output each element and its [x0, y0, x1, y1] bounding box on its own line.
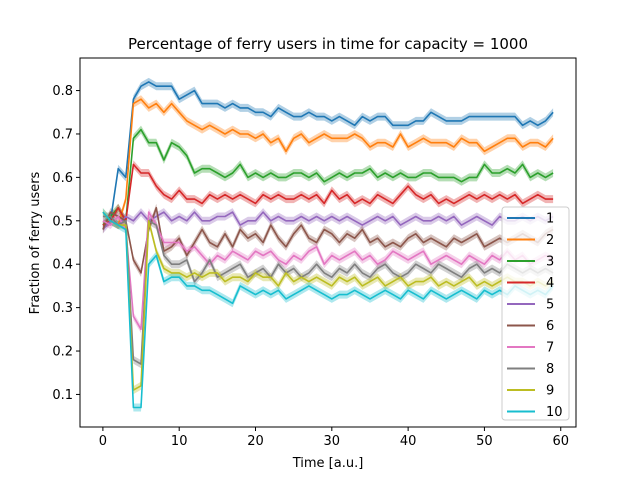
- y-tick-label: 0.2: [52, 345, 73, 360]
- legend-label: 7: [546, 341, 554, 356]
- x-tick-label: 40: [400, 434, 417, 449]
- legend-label: 1: [546, 212, 554, 227]
- x-tick-label: 50: [476, 434, 493, 449]
- series-2-line: [102, 98, 554, 226]
- x-tick-label: 60: [552, 434, 569, 449]
- x-tick-label: 0: [99, 434, 107, 449]
- y-tick-label: 0.4: [52, 258, 73, 273]
- legend-label: 2: [546, 233, 554, 248]
- legend-label: 10: [546, 405, 563, 420]
- legend-label: 8: [546, 362, 554, 377]
- x-tick-label: 10: [171, 434, 188, 449]
- series-1-band: [102, 77, 554, 230]
- series-10-line: [102, 211, 554, 409]
- series-3-band: [102, 125, 554, 230]
- x-tick-label: 30: [324, 434, 341, 449]
- legend-label: 9: [546, 384, 554, 399]
- series-6-band: [102, 203, 554, 277]
- y-tick-label: 0.1: [52, 388, 73, 403]
- y-axis-label: Fraction of ferry users: [28, 171, 43, 314]
- x-axis-label: Time [a.u.]: [292, 456, 364, 471]
- series-4-line: [102, 163, 554, 226]
- series-9-line: [102, 211, 554, 391]
- plot-frame: [79, 57, 577, 428]
- chart-title: Percentage of ferry users in time for ca…: [128, 35, 528, 53]
- legend-label: 6: [546, 319, 554, 334]
- series-1-line: [102, 81, 554, 226]
- y-tick-label: 0.6: [52, 171, 73, 186]
- series-6-line: [102, 207, 554, 274]
- x-axis-ticks: 0 10 20 30 40 50 60: [99, 427, 569, 449]
- series-4-band: [102, 160, 554, 230]
- legend-label: 4: [546, 276, 554, 291]
- x-tick-label: 20: [247, 434, 264, 449]
- legend: 1 2 3 4 5 6 7 8 9 10: [501, 206, 570, 421]
- series-8-line: [102, 215, 554, 365]
- series-3-line: [102, 128, 554, 226]
- series-5-line: [102, 211, 554, 231]
- series-5-band: [102, 208, 554, 234]
- y-axis-ticks: 0.1 0.2 0.3 0.4 0.5 0.6 0.7 0.8: [52, 84, 80, 403]
- series-lines: [102, 81, 554, 409]
- y-tick-label: 0.8: [52, 84, 73, 99]
- legend-label: 3: [546, 255, 554, 270]
- series-7-line: [102, 211, 554, 331]
- y-tick-label: 0.5: [52, 214, 73, 229]
- y-tick-label: 0.3: [52, 301, 73, 316]
- legend-label: 5: [546, 298, 554, 313]
- y-tick-label: 0.7: [52, 127, 73, 142]
